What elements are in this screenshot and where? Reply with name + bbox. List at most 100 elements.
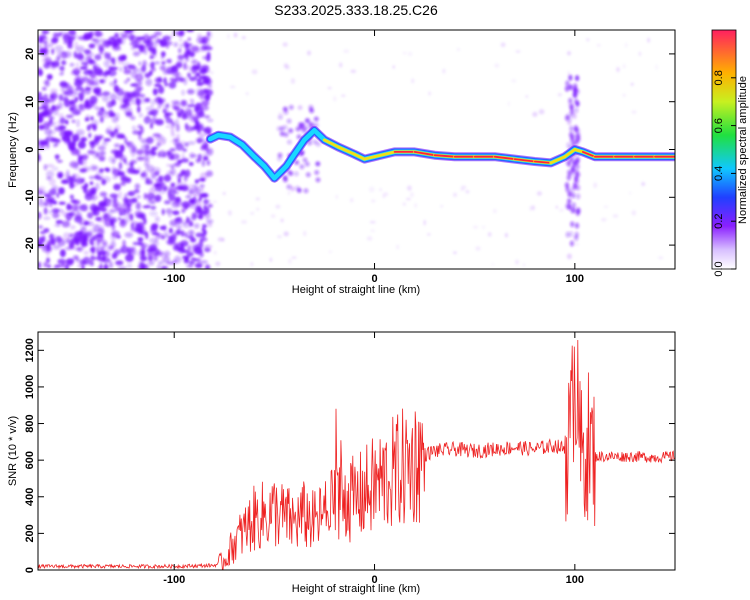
noise-speckle: [199, 260, 208, 264]
noise-speckle: [152, 113, 157, 118]
noise-speckle: [229, 85, 236, 88]
noise-speckle: [186, 252, 194, 257]
noise-speckle: [631, 210, 637, 216]
noise-speckle: [95, 182, 100, 191]
burst-speckle: [565, 186, 570, 193]
noise-speckle: [89, 175, 95, 180]
noise-speckle: [283, 63, 289, 69]
noise-speckle: [78, 104, 83, 109]
noise-speckle: [475, 246, 481, 251]
snr-x-tick-label: 0: [371, 574, 377, 586]
noise-speckle: [567, 51, 571, 56]
noise-speckle: [151, 172, 157, 179]
noise-speckle: [180, 109, 184, 114]
burst-speckle: [304, 118, 310, 124]
noise-speckle: [120, 181, 126, 186]
noise-speckle: [180, 99, 187, 107]
noise-speckle: [99, 109, 107, 117]
noise-speckle: [173, 199, 183, 207]
ridge-hot-segment: [337, 145, 356, 156]
noise-speckle: [176, 133, 180, 140]
noise-speckle: [74, 41, 79, 50]
noise-speckle: [138, 132, 142, 141]
noise-speckle: [136, 156, 145, 161]
noise-speckle: [106, 126, 113, 132]
noise-speckle: [127, 191, 135, 196]
noise-speckle: [227, 210, 232, 216]
noise-speckle: [154, 61, 160, 65]
burst-speckle: [305, 172, 311, 178]
noise-speckle: [198, 196, 202, 202]
noise-speckle: [122, 61, 131, 67]
noise-speckle: [185, 65, 194, 71]
noise-speckle: [57, 174, 62, 179]
noise-speckle: [89, 181, 94, 185]
noise-speckle: [366, 236, 373, 241]
noise-speckle: [91, 165, 99, 171]
noise-speckle: [119, 98, 124, 106]
noise-speckle: [140, 97, 147, 104]
noise-speckle: [189, 115, 198, 123]
noise-speckle: [57, 31, 63, 36]
noise-speckle: [188, 262, 194, 269]
noise-speckle: [83, 250, 89, 255]
noise-speckle: [124, 232, 133, 238]
noise-speckle: [119, 144, 125, 153]
noise-speckle: [130, 115, 136, 121]
noise-speckle: [137, 81, 143, 86]
noise-speckle: [206, 147, 214, 156]
noise-speckle: [38, 212, 42, 217]
burst-speckle: [575, 184, 581, 191]
noise-speckle: [586, 38, 590, 42]
noise-speckle: [137, 237, 144, 242]
noise-speckle: [150, 34, 158, 39]
noise-speckle: [181, 255, 188, 261]
noise-speckle: [88, 69, 95, 76]
noise-speckle: [130, 150, 136, 158]
noise-speckle: [162, 266, 167, 269]
noise-speckle: [134, 183, 141, 190]
noise-speckle: [196, 111, 201, 120]
noise-speckle: [109, 209, 115, 213]
burst-speckle: [571, 202, 576, 209]
noise-speckle: [109, 100, 114, 108]
noise-speckle: [187, 72, 191, 78]
noise-speckle: [185, 195, 192, 199]
noise-speckle: [81, 185, 85, 189]
noise-speckle: [192, 196, 197, 204]
noise-speckle: [196, 264, 203, 268]
noise-speckle: [109, 217, 118, 224]
spectrogram-y-tick-label: -20: [24, 237, 36, 253]
noise-speckle: [79, 168, 87, 173]
burst-speckle: [313, 116, 319, 122]
noise-speckle: [150, 99, 154, 108]
noise-speckle: [54, 264, 62, 269]
noise-speckle: [104, 51, 109, 59]
noise-speckle: [61, 60, 67, 66]
noise-speckle: [407, 51, 413, 56]
noise-speckle: [108, 156, 117, 163]
noise-speckle: [45, 163, 55, 168]
noise-speckle: [114, 32, 119, 38]
burst-speckle: [567, 198, 572, 205]
noise-speckle: [200, 89, 210, 94]
noise-speckle: [122, 91, 130, 96]
burst-speckle: [288, 128, 294, 134]
noise-speckle: [137, 213, 144, 219]
noise-speckle: [70, 70, 79, 76]
noise-speckle: [200, 100, 210, 106]
noise-speckle: [112, 41, 118, 48]
noise-speckle: [119, 153, 125, 161]
spectrogram-marks: [38, 30, 675, 269]
noise-speckle: [146, 115, 151, 119]
noise-speckle: [507, 101, 510, 107]
noise-speckle: [161, 208, 165, 216]
burst-speckle: [572, 183, 577, 190]
noise-speckle: [38, 225, 44, 229]
colorbar-label: Normalized spectral amplitude: [737, 76, 749, 224]
noise-speckle: [124, 98, 130, 105]
noise-speckle: [196, 139, 205, 143]
noise-speckle: [144, 72, 151, 78]
noise-speckle: [136, 195, 141, 199]
noise-speckle: [453, 251, 457, 254]
